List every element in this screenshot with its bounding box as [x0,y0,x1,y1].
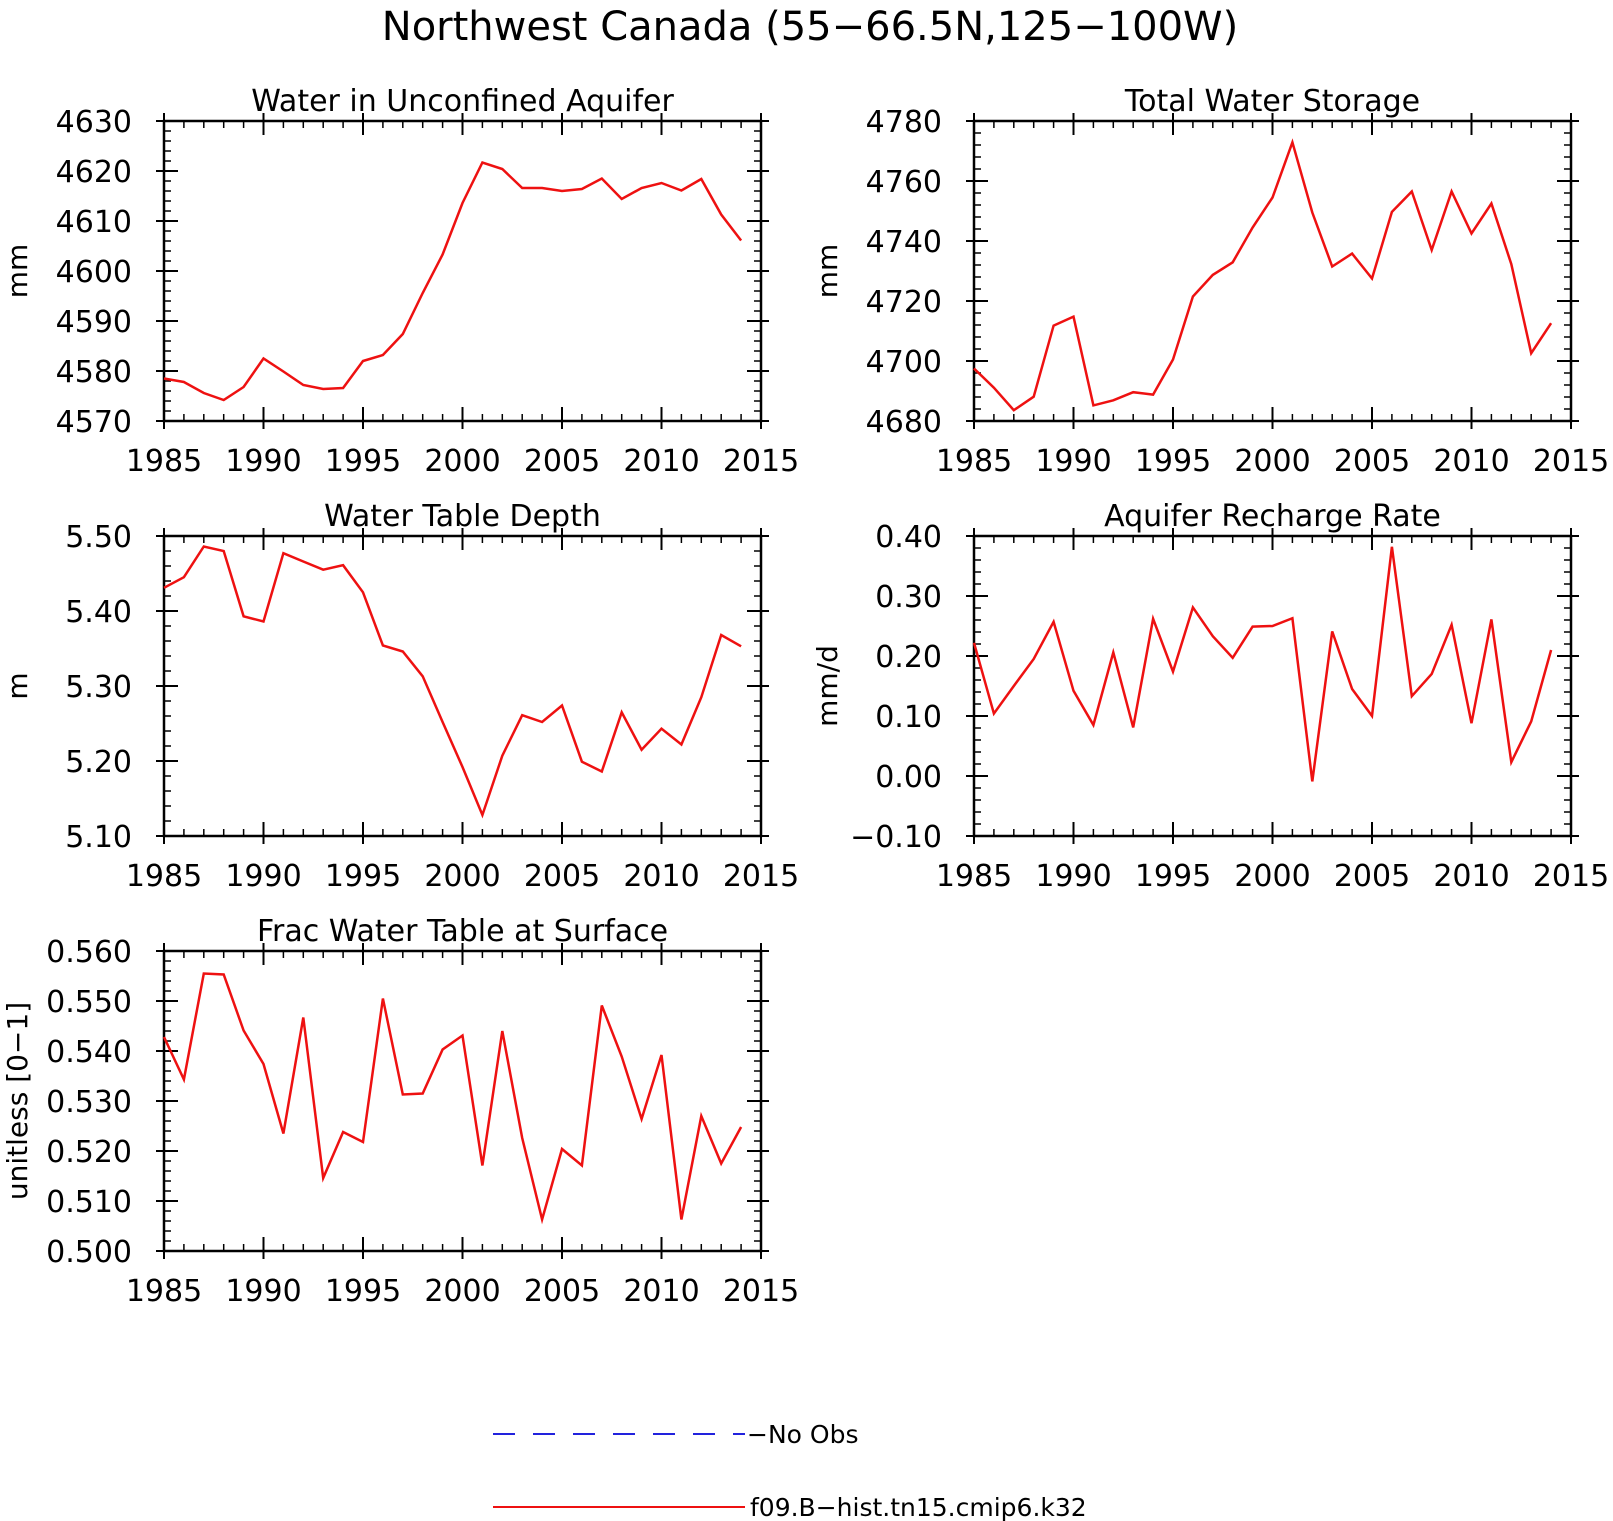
y-tick-label: 5.30 [65,670,132,705]
y-tick-label: 0.10 [875,700,942,735]
y-tick-label: 4780 [866,105,942,140]
x-tick-label: 2015 [723,444,799,479]
x-tick-label: 2005 [1334,444,1410,479]
x-tick-label: 2010 [623,1274,699,1309]
y-tick-label: 5.20 [65,745,132,780]
y-tick-label: 0.00 [875,760,942,795]
y-tick-label: 0.500 [46,1235,132,1270]
y-tick-label: 5.10 [65,820,132,855]
plot-frame-total-storage [972,119,1573,423]
y-tick-label: −0.10 [850,820,942,855]
x-tick-label: 1995 [325,859,401,894]
x-tick-label: 1995 [1135,859,1211,894]
y-tick-label: 0.30 [875,580,942,615]
y-tick-label: 0.40 [875,520,942,555]
figure-title: Northwest Canada (55−66.5N,125−100W) [382,4,1238,50]
x-tick-label: 1985 [126,444,202,479]
y-tick-label: 5.40 [65,595,132,630]
y-tick-label: 0.510 [46,1185,132,1220]
x-tick-label: 2000 [1234,859,1310,894]
y-tick-label: 4570 [56,405,132,440]
y-tick-label: 4700 [866,345,942,380]
y-tick-label: 4590 [56,305,132,340]
plot-frame-water-table-depth [162,534,763,838]
y-tick-label: 4740 [866,225,942,260]
y-tick-label: 0.560 [46,935,132,970]
x-tick-label: 2000 [424,1274,500,1309]
y-tick-label: 4630 [56,105,132,140]
series-line-total-storage [973,138,1553,412]
x-tick-label: 2015 [723,859,799,894]
series-line-aquifer-water [163,160,743,402]
series-line-frac-surface [162,972,743,1225]
x-tick-label: 1985 [936,444,1012,479]
x-tick-label: 2010 [1433,444,1509,479]
y-tick-label: 4720 [866,285,942,320]
x-tick-label: 1990 [225,1274,301,1309]
x-tick-label: 2000 [424,444,500,479]
y-tick-label: 0.540 [46,1035,132,1070]
x-tick-label: 1995 [325,444,401,479]
x-tick-label: 2015 [1533,444,1609,479]
x-tick-label: 1990 [1035,444,1111,479]
x-tick-label: 1990 [225,859,301,894]
x-tick-label: 1990 [1035,859,1111,894]
series-line-water-table-depth [163,545,742,819]
x-tick-label: 2005 [524,1274,600,1309]
series-line-recharge-rate [972,546,1553,782]
x-tick-label: 1990 [225,444,301,479]
y-axis-label-total-storage: mm [811,244,844,299]
y-tick-label: 0.530 [46,1085,132,1120]
x-tick-label: 1985 [936,859,1012,894]
y-tick-label: 4580 [56,355,132,390]
y-tick-label: 4620 [56,155,132,190]
x-tick-label: 2010 [623,444,699,479]
legend: −No Obs f09.B−hist.tn15.cmip6.k32 [493,1420,1087,1521]
y-tick-label: 4600 [56,255,132,290]
legend-label-no-obs: −No Obs [747,1420,858,1449]
x-tick-label: 2005 [524,859,600,894]
x-tick-label: 1985 [126,1274,202,1309]
y-tick-label: 5.50 [65,520,132,555]
x-tick-label: 2010 [1433,859,1509,894]
y-tick-label: 0.20 [875,640,942,675]
y-axis-label-recharge-rate: mm/d [811,645,844,727]
plot-frame-frac-surface [162,949,763,1253]
x-tick-label: 2015 [723,1274,799,1309]
x-tick-label: 2015 [1533,859,1609,894]
y-axis-label-frac-surface: unitless [0−1] [1,1002,34,1200]
x-tick-label: 2005 [1334,859,1410,894]
x-tick-label: 2005 [524,444,600,479]
plot-frame-recharge-rate [972,534,1573,838]
x-tick-label: 2000 [424,859,500,894]
y-tick-label: 4760 [866,165,942,200]
legend-label-model: f09.B−hist.tn15.cmip6.k32 [750,1493,1087,1521]
x-tick-label: 1985 [126,859,202,894]
y-tick-label: 0.520 [46,1135,132,1170]
y-tick-label: 4610 [56,205,132,240]
y-axis-label-water-table-depth: m [1,672,34,699]
plot-frame-aquifer-water [162,119,763,423]
x-tick-label: 1995 [1135,444,1211,479]
x-tick-label: 1995 [325,1274,401,1309]
x-tick-label: 2010 [623,859,699,894]
x-tick-label: 2000 [1234,444,1310,479]
y-tick-label: 0.550 [46,985,132,1020]
y-axis-label-aquifer-water: mm [1,244,34,299]
y-tick-label: 4680 [866,405,942,440]
